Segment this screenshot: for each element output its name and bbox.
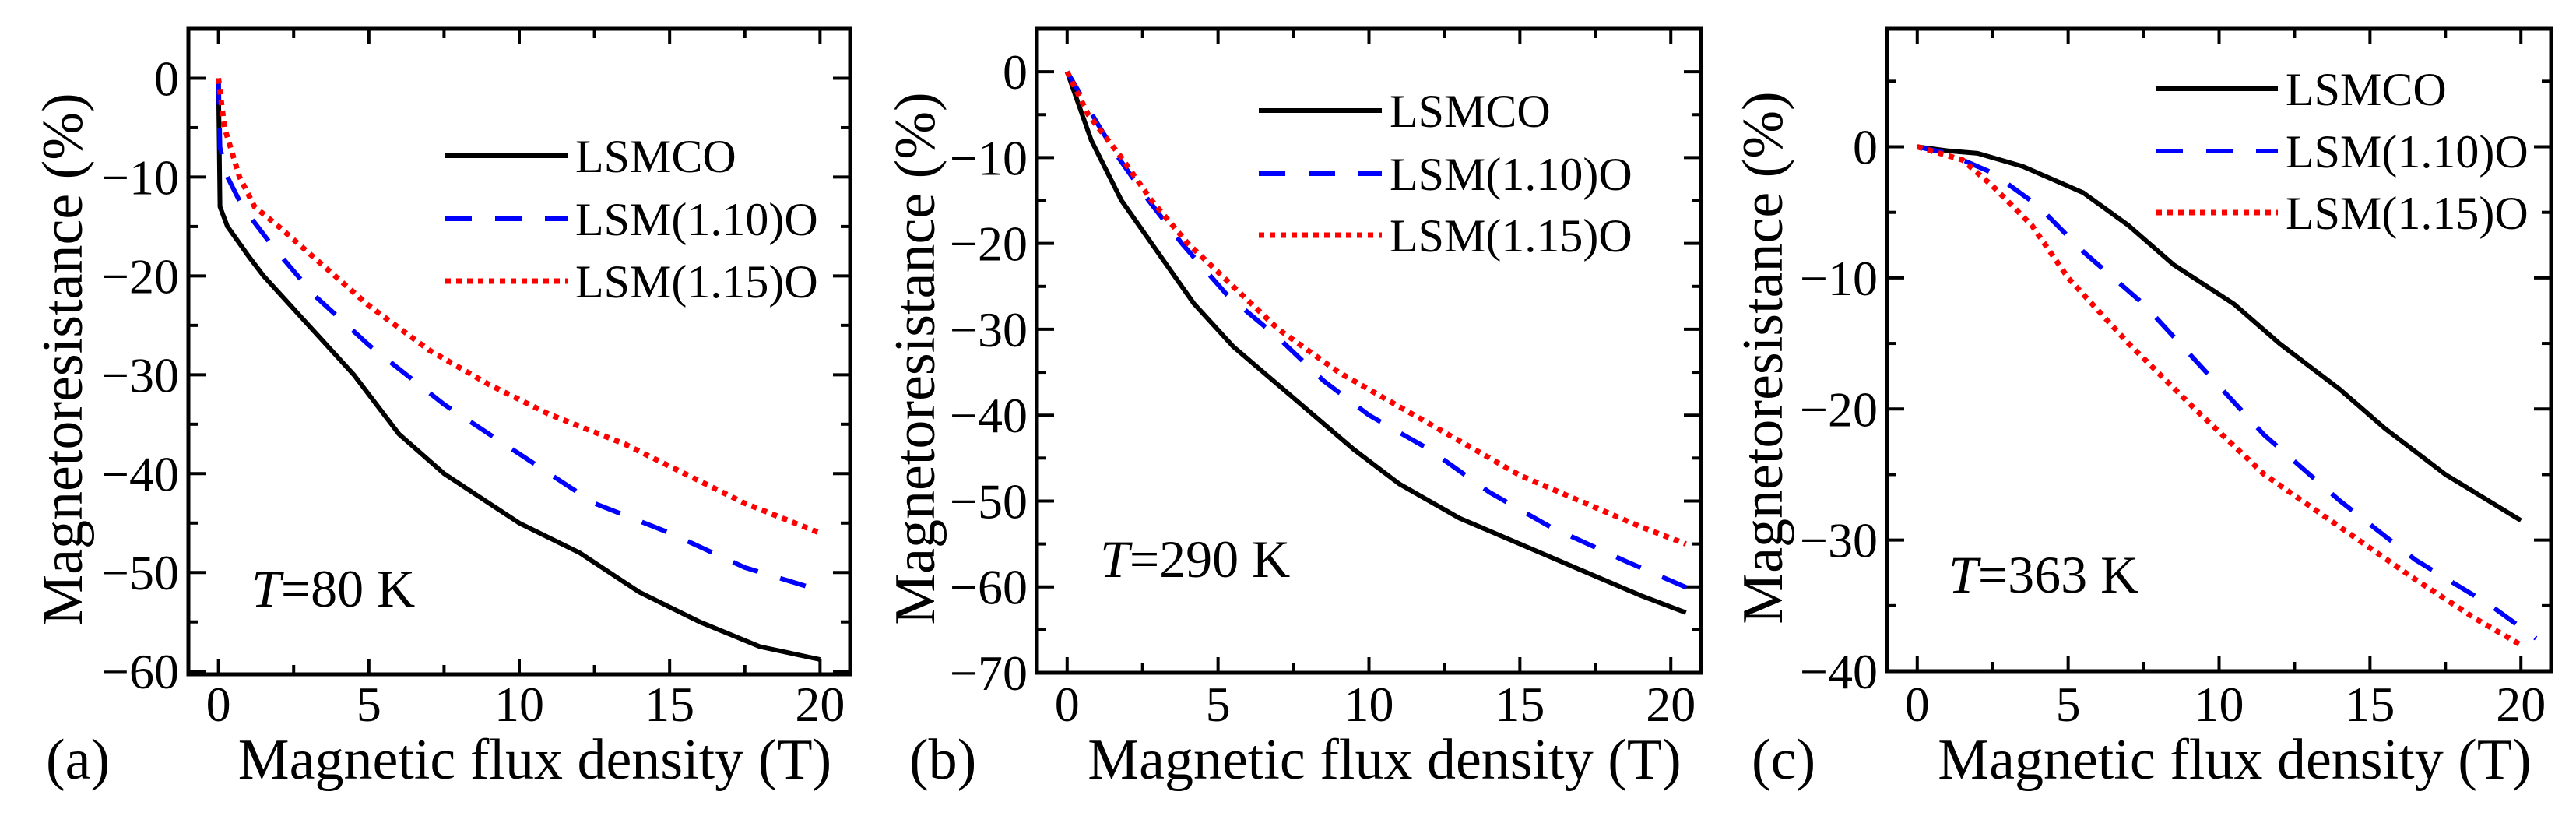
x-tick-label: 5: [357, 677, 381, 732]
y-tick-label: −10: [101, 149, 179, 205]
series-line-lsmco: [1064, 71, 1687, 615]
legend-label: LSMCO: [2286, 64, 2447, 115]
y-axis-label: Magnetoresistance (%): [31, 93, 95, 625]
y-tick-label: −40: [1800, 644, 1878, 699]
y-tick-label: −30: [1800, 513, 1878, 568]
series-line-lsmco: [1917, 144, 2522, 522]
x-tick-label: 0: [1905, 677, 1930, 732]
x-tick-label: 5: [1206, 677, 1231, 732]
panel-label: (b): [909, 728, 976, 792]
panel-b: 0 5 10 15 20 0 −10 −20 −30 −40 −50 −60 −70 LSMCO LSM(1…: [884, 26, 1703, 792]
x-tick-label: 10: [2195, 677, 2244, 732]
temperature-value: =290 K: [1130, 529, 1290, 589]
series-line-lsm-1-15-o: [216, 78, 821, 536]
temperature-value: =80 K: [281, 559, 415, 618]
y-tick-label: −20: [950, 216, 1028, 272]
y-tick-label: −50: [101, 545, 179, 600]
y-tick-label: −40: [101, 446, 179, 501]
y-tick-label: −40: [950, 388, 1028, 443]
y-axis-label: Magnetoresistance (%): [1731, 91, 1795, 624]
x-axis-label: Magnetic flux density (T): [238, 728, 831, 792]
y-tick-label: 0: [1003, 44, 1028, 100]
y-tick-label: −30: [950, 302, 1028, 357]
x-tick-label: 20: [795, 677, 845, 732]
temperature-symbol: T: [1100, 529, 1133, 589]
legend-label: LSM(1.15)O: [2286, 188, 2529, 239]
x-tick-label: 0: [1055, 677, 1080, 732]
panel-label: (a): [46, 728, 110, 792]
legend-label: LSM(1.15)O: [575, 256, 818, 308]
temperature-symbol: T: [251, 559, 284, 618]
x-axis-label: Magnetic flux density (T): [1938, 728, 2531, 792]
y-tick-label: −70: [950, 645, 1028, 701]
panel-a: 0 5 10 15 20 0 −10 −20 −30 −40 −50 −60 LSMCO LSM(1.10…: [31, 26, 852, 792]
series-line-lsmco: [216, 78, 821, 662]
y-tick-label: −20: [1800, 382, 1878, 437]
x-axis-label: Magnetic flux density (T): [1088, 728, 1681, 792]
temperature-value: =363 K: [1978, 545, 2138, 604]
temperature-annotation: T=363 K: [1949, 545, 2138, 604]
x-tick-label: 5: [2056, 677, 2081, 732]
series-line-lsm-1-15-o: [1916, 144, 2522, 648]
y-tick-label: −20: [101, 248, 179, 304]
temperature-annotation: T=290 K: [1100, 529, 1290, 589]
legend-label: LSM(1.10)O: [2286, 126, 2529, 178]
y-tick-label: −10: [950, 130, 1028, 185]
y-tick-label: 0: [154, 51, 179, 106]
legend-label: LSMCO: [575, 131, 736, 182]
x-tick-label: 15: [645, 677, 694, 732]
temperature-symbol: T: [1949, 545, 1981, 604]
y-tick-label: 0: [1853, 120, 1878, 175]
temperature-annotation: T=80 K: [251, 559, 415, 618]
legend-label: LSM(1.15)O: [1390, 210, 1632, 262]
y-tick-label: −60: [950, 560, 1028, 615]
y-tick-label: −50: [950, 473, 1028, 529]
panel-label: (c): [1752, 728, 1815, 792]
x-tick-label: 15: [1495, 677, 1545, 732]
x-tick-label: 10: [1344, 677, 1394, 732]
y-tick-label: −10: [1800, 251, 1878, 306]
series-line-lsm-1-15-o: [1064, 70, 1687, 547]
x-tick-label: 15: [2345, 677, 2395, 732]
x-tick-label: 0: [206, 677, 231, 732]
legend-label: LSMCO: [1390, 86, 1551, 137]
legend-label: LSM(1.10)O: [1390, 149, 1632, 200]
panel-c: 0 5 10 15 20 0 −10 −20 −30 −40 LSMCO LSM(1.10)O LSM(…: [1731, 26, 2553, 792]
y-tick-label: −60: [101, 644, 179, 699]
y-tick-label: −30: [101, 347, 179, 403]
x-tick-label: 20: [1646, 677, 1696, 732]
series-line-lsm-1-10-o: [216, 78, 827, 595]
x-tick-label: 10: [494, 677, 544, 732]
series-line-lsm-1-10-o: [1917, 144, 2538, 641]
y-axis-label: Magnetoresistance (%): [884, 92, 947, 624]
x-tick-label: 20: [2496, 677, 2546, 732]
legend-label: LSM(1.10)O: [575, 194, 818, 245]
